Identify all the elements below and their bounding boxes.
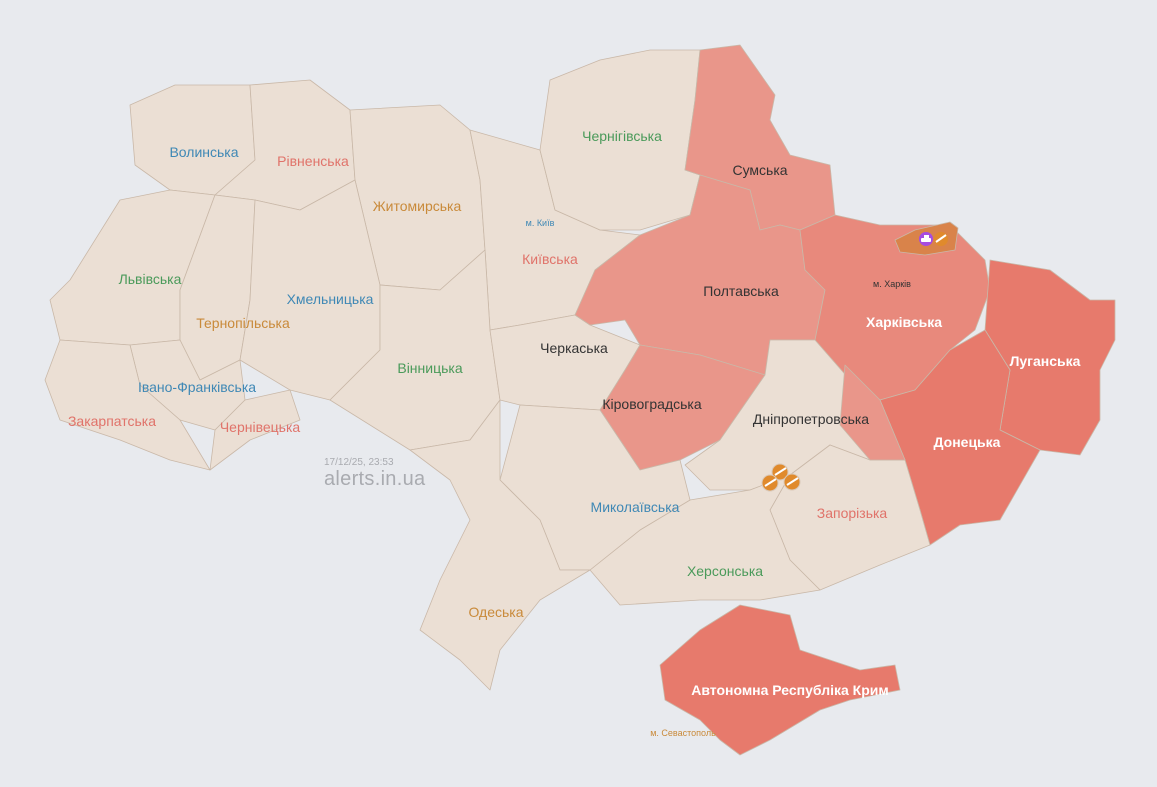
artillery-icon[interactable]: [771, 463, 789, 481]
region-label: Автономна Республіка Крим: [691, 682, 889, 698]
region-label: Житомирська: [373, 198, 462, 214]
region-label: Закарпатська: [68, 413, 156, 429]
region-label: Вінницька: [397, 360, 462, 376]
artillery-icon[interactable]: [783, 473, 801, 491]
artillery-icon[interactable]: [934, 232, 948, 246]
region-label: Дніпропетровська: [753, 411, 869, 427]
region-label: Запорізька: [817, 505, 888, 521]
timestamp: 17/12/25, 23:53: [324, 457, 394, 468]
region-label: Тернопільська: [196, 315, 290, 331]
region-23[interactable]: [409, 399, 591, 691]
region-label: Рівненська: [277, 153, 349, 169]
region-label: Львівська: [119, 271, 182, 287]
region-label: Волинська: [169, 144, 238, 160]
region-11[interactable]: [209, 389, 301, 471]
city-label-sevastopol: м. Севастополь: [650, 728, 716, 738]
region-10[interactable]: [44, 339, 211, 471]
region-24[interactable]: [659, 604, 901, 756]
region-label: Кіровоградська: [602, 396, 701, 412]
region-label: Сумська: [732, 162, 787, 178]
city-label-kyiv: м. Київ: [526, 218, 555, 228]
region-label: Миколаївська: [591, 499, 680, 515]
region-label: Київська: [522, 251, 578, 267]
site-name: alerts.in.ua: [324, 468, 426, 490]
map-watermark: 17/12/25, 23:53 alerts.in.ua: [324, 457, 425, 491]
city-label-kharkiv: м. Харків: [873, 279, 911, 289]
region-label: Чернівецька: [220, 419, 301, 435]
threat-icons: [761, 232, 948, 492]
region-label: Черкаська: [540, 340, 608, 356]
region-label: Одеська: [468, 604, 523, 620]
region-label: Полтавська: [703, 283, 779, 299]
region-label: Чернігівська: [582, 128, 662, 144]
region-label: Донецька: [934, 434, 1001, 450]
region-label: Хмельницька: [287, 291, 374, 307]
district-alert-area[interactable]: [839, 364, 906, 461]
region-label: Івано-Франківська: [138, 379, 256, 395]
region-8[interactable]: [239, 179, 381, 401]
region-label: Харківська: [866, 314, 942, 330]
region-label: Херсонська: [687, 563, 763, 579]
artillery-icon[interactable]: [761, 474, 779, 492]
region-label: Луганська: [1010, 353, 1081, 369]
tank-icon[interactable]: [919, 232, 933, 246]
